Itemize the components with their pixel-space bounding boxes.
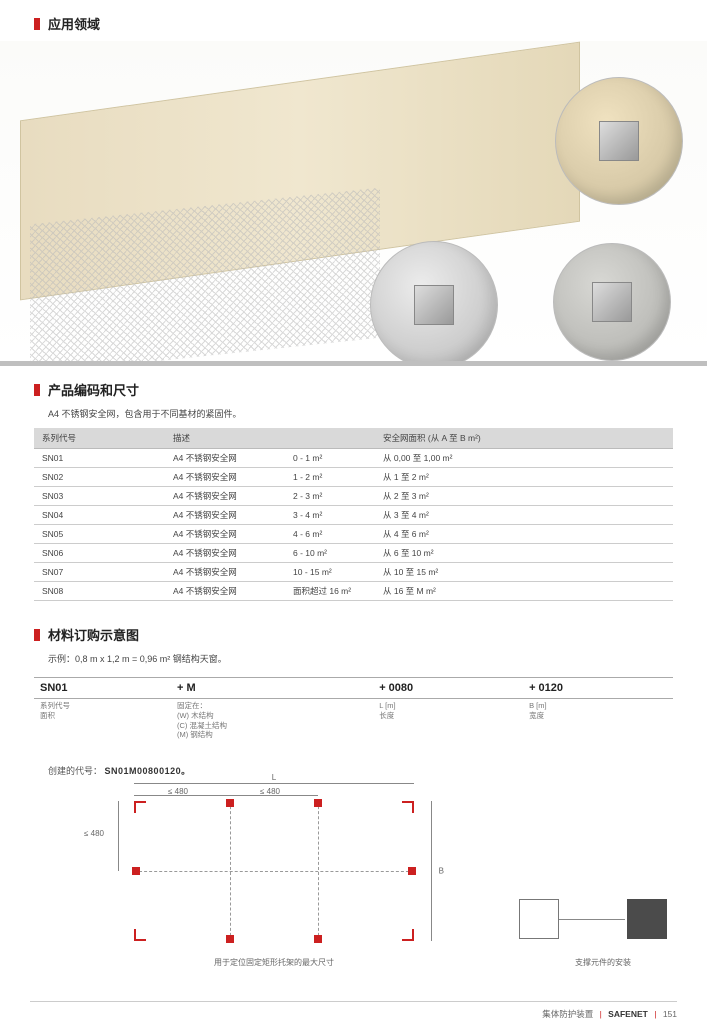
section-marker [34, 629, 40, 641]
section-header-product-codes: 产品编码和尺寸 [0, 366, 707, 407]
cell-desc-a: A4 不锈钢安全网 [165, 487, 285, 506]
order-cell-b: + 0120 [523, 678, 673, 699]
cell-desc-b: 10 - 15 m² [285, 563, 375, 582]
cell-code: SN05 [34, 525, 165, 544]
order-sub-2: 固定在： (W) 木结构 (C) 混凝土结构 (M) 钢结构 [171, 699, 373, 745]
dim-B: B [439, 867, 444, 876]
anchor-point [226, 935, 234, 943]
order-subtext: 示例：0,8 m x 1,2 m = 0,96 m² 钢结构天窗。 [0, 652, 707, 673]
section-title: 产品编码和尺寸 [48, 380, 139, 399]
cell-desc-a: A4 不锈钢安全网 [165, 468, 285, 487]
cell-desc-b: 6 - 10 m² [285, 544, 375, 563]
cell-desc-a: A4 不锈钢安全网 [165, 449, 285, 468]
anchor-corner [402, 929, 414, 941]
anchor-point [314, 935, 322, 943]
cell-area: 从 1 至 2 m² [375, 468, 673, 487]
detail-circle-wood [555, 77, 683, 205]
dim-L: L [272, 773, 276, 782]
cell-area: 从 2 至 3 m² [375, 487, 673, 506]
dim-480-left: ≤ 480 [84, 829, 104, 838]
legend-connector-line [559, 919, 625, 920]
th-desc: 描述 [165, 428, 375, 449]
order-cell-code: SN01 [34, 678, 171, 699]
table-row: SN08A4 不锈钢安全网面积超过 16 m²从 16 至 M m² [34, 582, 673, 601]
cell-desc-b: 2 - 3 m² [285, 487, 375, 506]
footer-page: 151 [663, 1009, 677, 1019]
product-subtext: A4 不锈钢安全网，包含用于不同基材的紧固件。 [0, 407, 707, 428]
cell-area: 从 3 至 4 m² [375, 506, 673, 525]
diagram-frame: L ≤ 480 ≤ 480 B ≤ 480 [134, 801, 414, 941]
anchor-point [408, 867, 416, 875]
anchor-corner [134, 801, 146, 813]
detail-circle-concrete [553, 243, 671, 361]
legend-box-solid [627, 899, 667, 939]
installation-diagram: L ≤ 480 ≤ 480 B ≤ 480 [34, 789, 673, 989]
cell-area: 从 4 至 6 m² [375, 525, 673, 544]
cell-desc-b: 面积超过 16 m² [285, 582, 375, 601]
detail-circle-steel [370, 241, 498, 361]
order-cell-fix: + M [171, 678, 373, 699]
table-row: SN03A4 不锈钢安全网2 - 3 m²从 2 至 3 m² [34, 487, 673, 506]
order-example-table: SN01 + M + 0080 + 0120 系列代号 面积 固定在： (W) … [34, 677, 673, 744]
order-cell-l: + 0080 [373, 678, 523, 699]
cell-desc-a: A4 不锈钢安全网 [165, 544, 285, 563]
cell-desc-a: A4 不锈钢安全网 [165, 563, 285, 582]
table-row: SN06A4 不锈钢安全网6 - 10 m²从 6 至 10 m² [34, 544, 673, 563]
cell-code: SN03 [34, 487, 165, 506]
footer-category: 集体防护装置 [542, 1009, 593, 1019]
section-title: 材料订购示意图 [48, 625, 139, 644]
dim-480a: ≤ 480 [168, 787, 188, 796]
cell-desc-b: 4 - 6 m² [285, 525, 375, 544]
caption-right: 支撑元件的安装 [543, 957, 663, 968]
table-row: SN05A4 不锈钢安全网4 - 6 m²从 4 至 6 m² [34, 525, 673, 544]
cell-code: SN07 [34, 563, 165, 582]
cell-area: 从 6 至 10 m² [375, 544, 673, 563]
table-row: SN02A4 不锈钢安全网1 - 2 m²从 1 至 2 m² [34, 468, 673, 487]
anchor-point [314, 799, 322, 807]
section-header-order-example: 材料订购示意图 [0, 611, 707, 652]
section-marker [34, 384, 40, 396]
cell-code: SN01 [34, 449, 165, 468]
cell-area: 从 10 至 15 m² [375, 563, 673, 582]
cell-code: SN06 [34, 544, 165, 563]
cell-desc-a: A4 不锈钢安全网 [165, 525, 285, 544]
product-code-table: 系列代号 描述 安全网面积 (从 A 至 B m²) SN01A4 不锈钢安全网… [34, 428, 673, 601]
th-area: 安全网面积 (从 A 至 B m²) [375, 428, 673, 449]
caption-left: 用于定位固定矩形托架的最大尺寸 [164, 957, 384, 968]
bracket-icon [599, 121, 639, 161]
divider-icon: | [596, 1009, 606, 1019]
order-sub-4: B [m] 宽度 [523, 699, 673, 745]
legend-box-outline [519, 899, 559, 939]
anchor-point [226, 799, 234, 807]
cell-desc-a: A4 不锈钢安全网 [165, 582, 285, 601]
section-title: 应用领域 [48, 14, 100, 33]
cell-area: 从 16 至 M m² [375, 582, 673, 601]
anchor-corner [402, 801, 414, 813]
hero-illustration [0, 41, 707, 361]
cell-desc-b: 1 - 2 m² [285, 468, 375, 487]
table-row: SN04A4 不锈钢安全网3 - 4 m²从 3 至 4 m² [34, 506, 673, 525]
order-sub-1: 系列代号 面积 [34, 699, 171, 745]
divider-icon: | [650, 1009, 660, 1019]
order-sub-3: L [m] 长度 [373, 699, 523, 745]
cell-code: SN04 [34, 506, 165, 525]
cell-desc-b: 0 - 1 m² [285, 449, 375, 468]
bracket-icon [414, 285, 454, 325]
cell-code: SN02 [34, 468, 165, 487]
dim-480b: ≤ 480 [260, 787, 280, 796]
section-marker [34, 18, 40, 30]
cell-code: SN08 [34, 582, 165, 601]
anchor-corner [134, 929, 146, 941]
table-row: SN01A4 不锈钢安全网0 - 1 m²从 0,00 至 1,00 m² [34, 449, 673, 468]
page-footer: 集体防护装置 | SAFENET | 151 [30, 1001, 677, 1034]
th-code: 系列代号 [34, 428, 165, 449]
section-header-application: 应用领域 [0, 0, 707, 41]
cell-desc-b: 3 - 4 m² [285, 506, 375, 525]
bracket-icon [592, 282, 632, 322]
cell-desc-a: A4 不锈钢安全网 [165, 506, 285, 525]
footer-product: SAFENET [608, 1009, 648, 1019]
table-row: SN07A4 不锈钢安全网10 - 15 m²从 10 至 15 m² [34, 563, 673, 582]
cell-area: 从 0,00 至 1,00 m² [375, 449, 673, 468]
anchor-point [132, 867, 140, 875]
